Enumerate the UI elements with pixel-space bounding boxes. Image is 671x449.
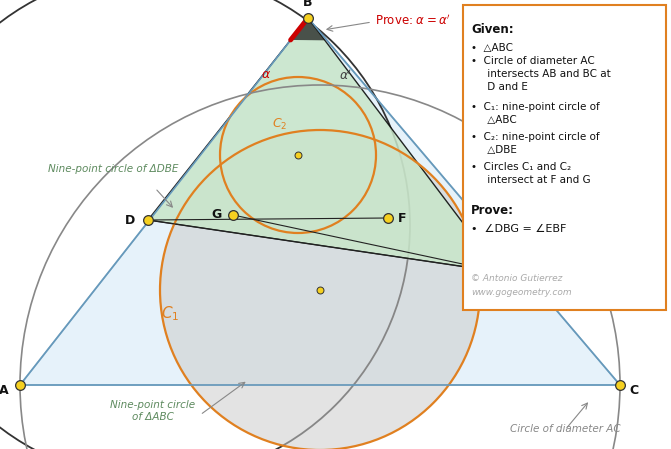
Circle shape — [160, 130, 480, 449]
Text: Circle of diameter AC: Circle of diameter AC — [510, 424, 621, 434]
Text: •  Circle of diameter AC
     intersects AB and BC at
     D and E: • Circle of diameter AC intersects AB an… — [471, 56, 611, 92]
Text: C: C — [629, 383, 639, 396]
Polygon shape — [291, 18, 325, 40]
Polygon shape — [148, 18, 500, 272]
Text: E: E — [512, 265, 520, 278]
Text: $\alpha$: $\alpha$ — [261, 68, 271, 81]
Text: A: A — [0, 383, 9, 396]
Text: Prove:: Prove: — [471, 204, 514, 217]
Bar — [463, 5, 666, 310]
Text: D: D — [125, 214, 135, 226]
Text: $\alpha'$: $\alpha'$ — [340, 69, 352, 83]
Text: Prove: $\alpha = \alpha'$: Prove: $\alpha = \alpha'$ — [375, 13, 451, 28]
Text: B: B — [303, 0, 313, 9]
Text: F: F — [398, 211, 406, 224]
Text: $C_1$: $C_1$ — [161, 304, 179, 323]
Text: •  Circles C₁ and C₂
     intersect at F and G: • Circles C₁ and C₂ intersect at F and G — [471, 162, 590, 185]
Text: •  △ABC: • △ABC — [471, 43, 513, 53]
Text: $C_2$: $C_2$ — [272, 117, 288, 132]
Text: © Antonio Gutierrez: © Antonio Gutierrez — [471, 274, 562, 283]
Text: Nine-point circle
of ΔABC: Nine-point circle of ΔABC — [110, 401, 195, 422]
Polygon shape — [20, 18, 620, 385]
Text: Nine-point circle of ΔDBE: Nine-point circle of ΔDBE — [48, 164, 178, 174]
Text: www.gogeometry.com: www.gogeometry.com — [471, 288, 572, 297]
Text: Given:: Given: — [471, 23, 513, 36]
Text: G: G — [212, 208, 222, 221]
Text: •  C₂: nine-point circle of
     △DBE: • C₂: nine-point circle of △DBE — [471, 132, 600, 155]
Text: •  ∠DBG = ∠EBF: • ∠DBG = ∠EBF — [471, 224, 566, 234]
Text: •  C₁: nine-point circle of
     △ABC: • C₁: nine-point circle of △ABC — [471, 102, 600, 125]
